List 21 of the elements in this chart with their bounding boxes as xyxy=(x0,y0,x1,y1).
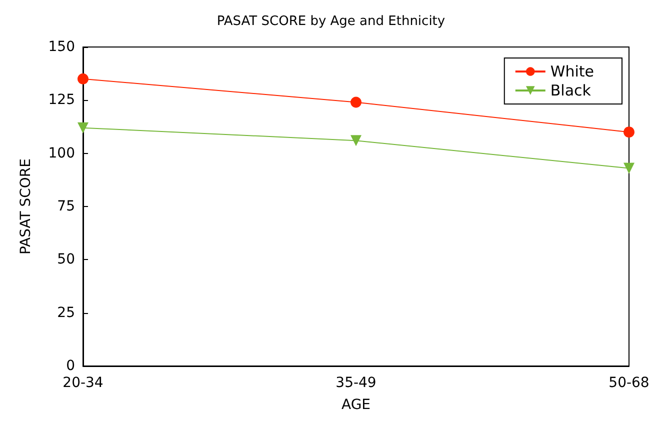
x-tick-label: 50-68 xyxy=(608,375,650,391)
x-tick-label: 35-49 xyxy=(336,375,376,391)
y-tick-label: 100 xyxy=(48,145,75,162)
legend-label: White xyxy=(550,62,594,80)
y-tick-label: 150 xyxy=(48,39,75,55)
y-tick-label: 0 xyxy=(66,358,75,374)
point xyxy=(624,162,634,174)
y-tick-label: 125 xyxy=(48,92,75,108)
legend-label: Black xyxy=(550,82,592,100)
point xyxy=(350,96,362,108)
point xyxy=(78,122,88,134)
point xyxy=(78,73,88,84)
point xyxy=(624,126,634,138)
x-axis-title: AGE xyxy=(341,397,371,413)
y-axis-title: PASAT SCORE xyxy=(18,158,34,255)
y-tick-label: 25 xyxy=(57,304,75,321)
x-tick-label: 20-34 xyxy=(62,375,104,391)
chart-title: PASAT SCORE by Age and Ethnicity xyxy=(216,14,446,29)
y-tick-label: 75 xyxy=(57,198,75,214)
point xyxy=(350,135,362,146)
y-tick-label: 50 xyxy=(57,252,75,268)
